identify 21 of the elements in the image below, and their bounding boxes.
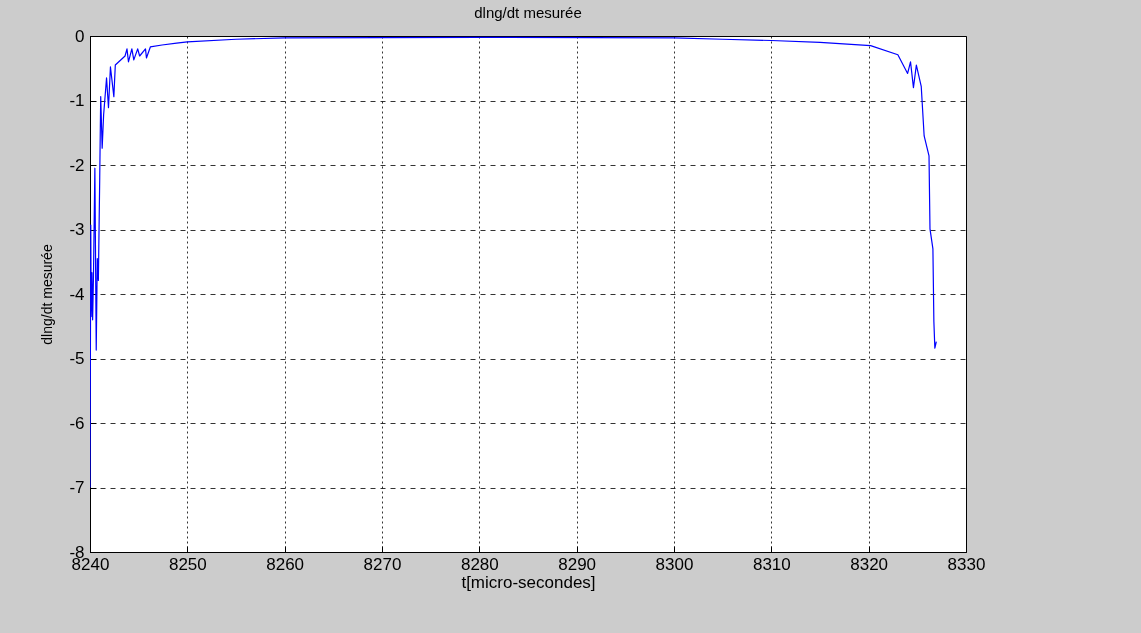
x-tick-label: 8260 <box>266 554 305 574</box>
y-tick-label: -4 <box>69 284 85 304</box>
y-tick-label: -7 <box>69 478 85 497</box>
x-tick-label: 8330 <box>947 554 986 574</box>
y-tick-label: 0 <box>75 26 85 46</box>
y-tick-label: -5 <box>69 349 85 368</box>
y-tick-label: -2 <box>69 155 85 175</box>
chart-title: dlng/dt mesurée <box>474 4 582 21</box>
x-tick-label: 8270 <box>363 554 402 574</box>
x-axis-title: t[micro-secondes] <box>461 572 596 592</box>
x-tick-label: 8250 <box>168 554 207 574</box>
x-tick-label: 8310 <box>752 554 791 574</box>
x-tick-label: 8290 <box>558 554 597 574</box>
y-tick-label: -3 <box>69 220 85 239</box>
line-series <box>90 36 937 489</box>
y-tick-label: -6 <box>69 413 85 433</box>
x-tick-label: 8300 <box>655 554 694 574</box>
y-axis-title: dlng/dt mesurée <box>39 244 56 345</box>
x-tick-label: 8280 <box>460 554 499 574</box>
x-tick-label: 8320 <box>850 554 889 574</box>
y-tick-label: -1 <box>69 91 85 110</box>
